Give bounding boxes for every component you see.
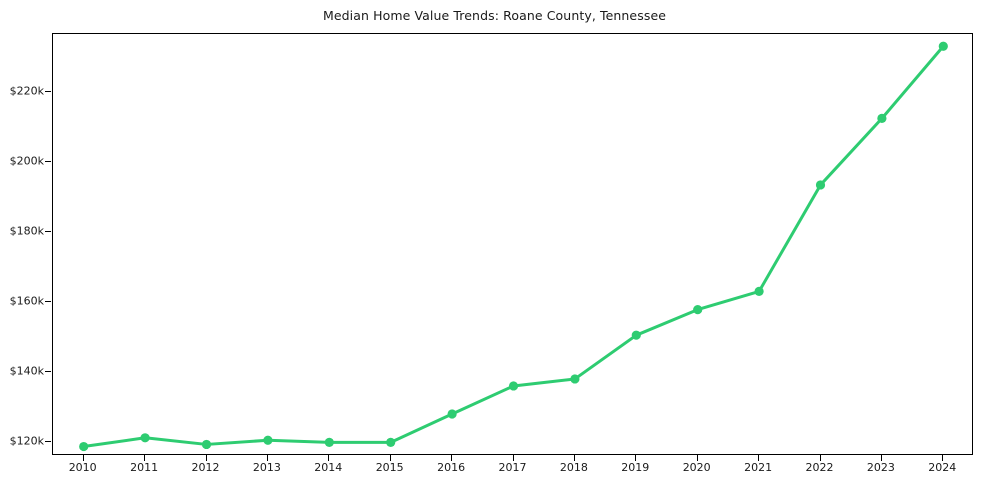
- y-axis-tick-label: $140k: [9, 364, 44, 378]
- x-axis-tick-mark: [512, 455, 514, 461]
- x-axis-tick-label: 2015: [375, 461, 404, 474]
- data-point-marker: [201, 439, 212, 450]
- x-axis-tick-label: 2010: [68, 461, 97, 474]
- x-axis-tick-label: 2018: [559, 461, 588, 474]
- data-point-marker: [386, 437, 396, 447]
- x-axis-tick-mark: [696, 455, 698, 461]
- data-point-marker: [263, 435, 273, 445]
- y-axis-tick-label: $120k: [9, 434, 44, 448]
- y-axis-tick-label: $220k: [9, 84, 44, 98]
- x-axis-tick-mark: [942, 455, 944, 461]
- x-axis-tick-mark: [880, 455, 882, 461]
- data-point-marker: [79, 441, 89, 452]
- data-point-marker: [324, 437, 334, 447]
- data-point-marker: [447, 409, 457, 419]
- x-axis-tick-label: 2012: [191, 461, 220, 474]
- data-point-marker: [693, 305, 703, 315]
- x-axis-tick-label: 2023: [866, 461, 895, 474]
- x-axis-tick-label: 2016: [437, 461, 466, 474]
- x-axis-tick-label: 2011: [130, 461, 159, 474]
- x-axis-tick-mark: [389, 455, 391, 461]
- x-axis-tick-mark: [144, 455, 146, 461]
- data-point-markers: [79, 41, 948, 452]
- data-point-marker: [815, 180, 826, 190]
- x-axis-tick-mark: [328, 455, 330, 461]
- y-axis-tick-label: $200k: [9, 154, 44, 168]
- x-axis-tick-label: 2014: [314, 461, 343, 474]
- x-axis-tick-mark: [266, 455, 268, 461]
- y-axis-tick-mark: [45, 370, 51, 373]
- x-axis-tick-mark: [82, 455, 84, 461]
- y-axis-tick-mark: [45, 230, 51, 232]
- x-axis-tick-label: 2013: [252, 461, 281, 474]
- data-point-marker: [631, 330, 641, 340]
- data-point-marker: [938, 41, 948, 51]
- x-axis-tick-mark: [635, 455, 637, 461]
- x-axis-tick-label: 2017: [498, 461, 527, 474]
- y-axis-tick-label: $180k: [9, 224, 44, 238]
- data-point-marker: [508, 381, 519, 391]
- y-axis-tick-mark: [45, 90, 51, 92]
- x-axis-tick-label: 2019: [621, 461, 650, 474]
- x-axis-tick-mark: [451, 455, 453, 461]
- y-axis-tick-mark: [45, 300, 51, 302]
- data-point-marker: [570, 374, 580, 384]
- x-axis-tick-mark: [205, 455, 207, 461]
- y-axis-tick-mark: [45, 440, 51, 443]
- line-series-svg: [79, 41, 948, 452]
- x-axis-tick-label: 2022: [805, 461, 834, 474]
- chart-title: Median Home Value Trends: Roane County, …: [322, 8, 667, 23]
- data-point-marker: [877, 113, 887, 123]
- x-axis-tick-label: 2024: [928, 461, 957, 474]
- x-axis-tick-label: 2021: [744, 461, 773, 474]
- y-axis-tick-mark: [45, 160, 51, 162]
- x-axis-tick-mark: [573, 455, 575, 461]
- x-axis-tick-mark: [819, 455, 821, 461]
- plot-area: [52, 33, 973, 455]
- y-axis: $120k $140k $160k $180k $200k $220k: [0, 0, 44, 490]
- x-axis-tick-mark: [758, 455, 760, 461]
- data-point-marker: [754, 286, 764, 296]
- data-point-marker: [140, 433, 150, 443]
- y-axis-tick-label: $160k: [9, 294, 44, 308]
- x-axis-tick-label: 2020: [682, 461, 711, 474]
